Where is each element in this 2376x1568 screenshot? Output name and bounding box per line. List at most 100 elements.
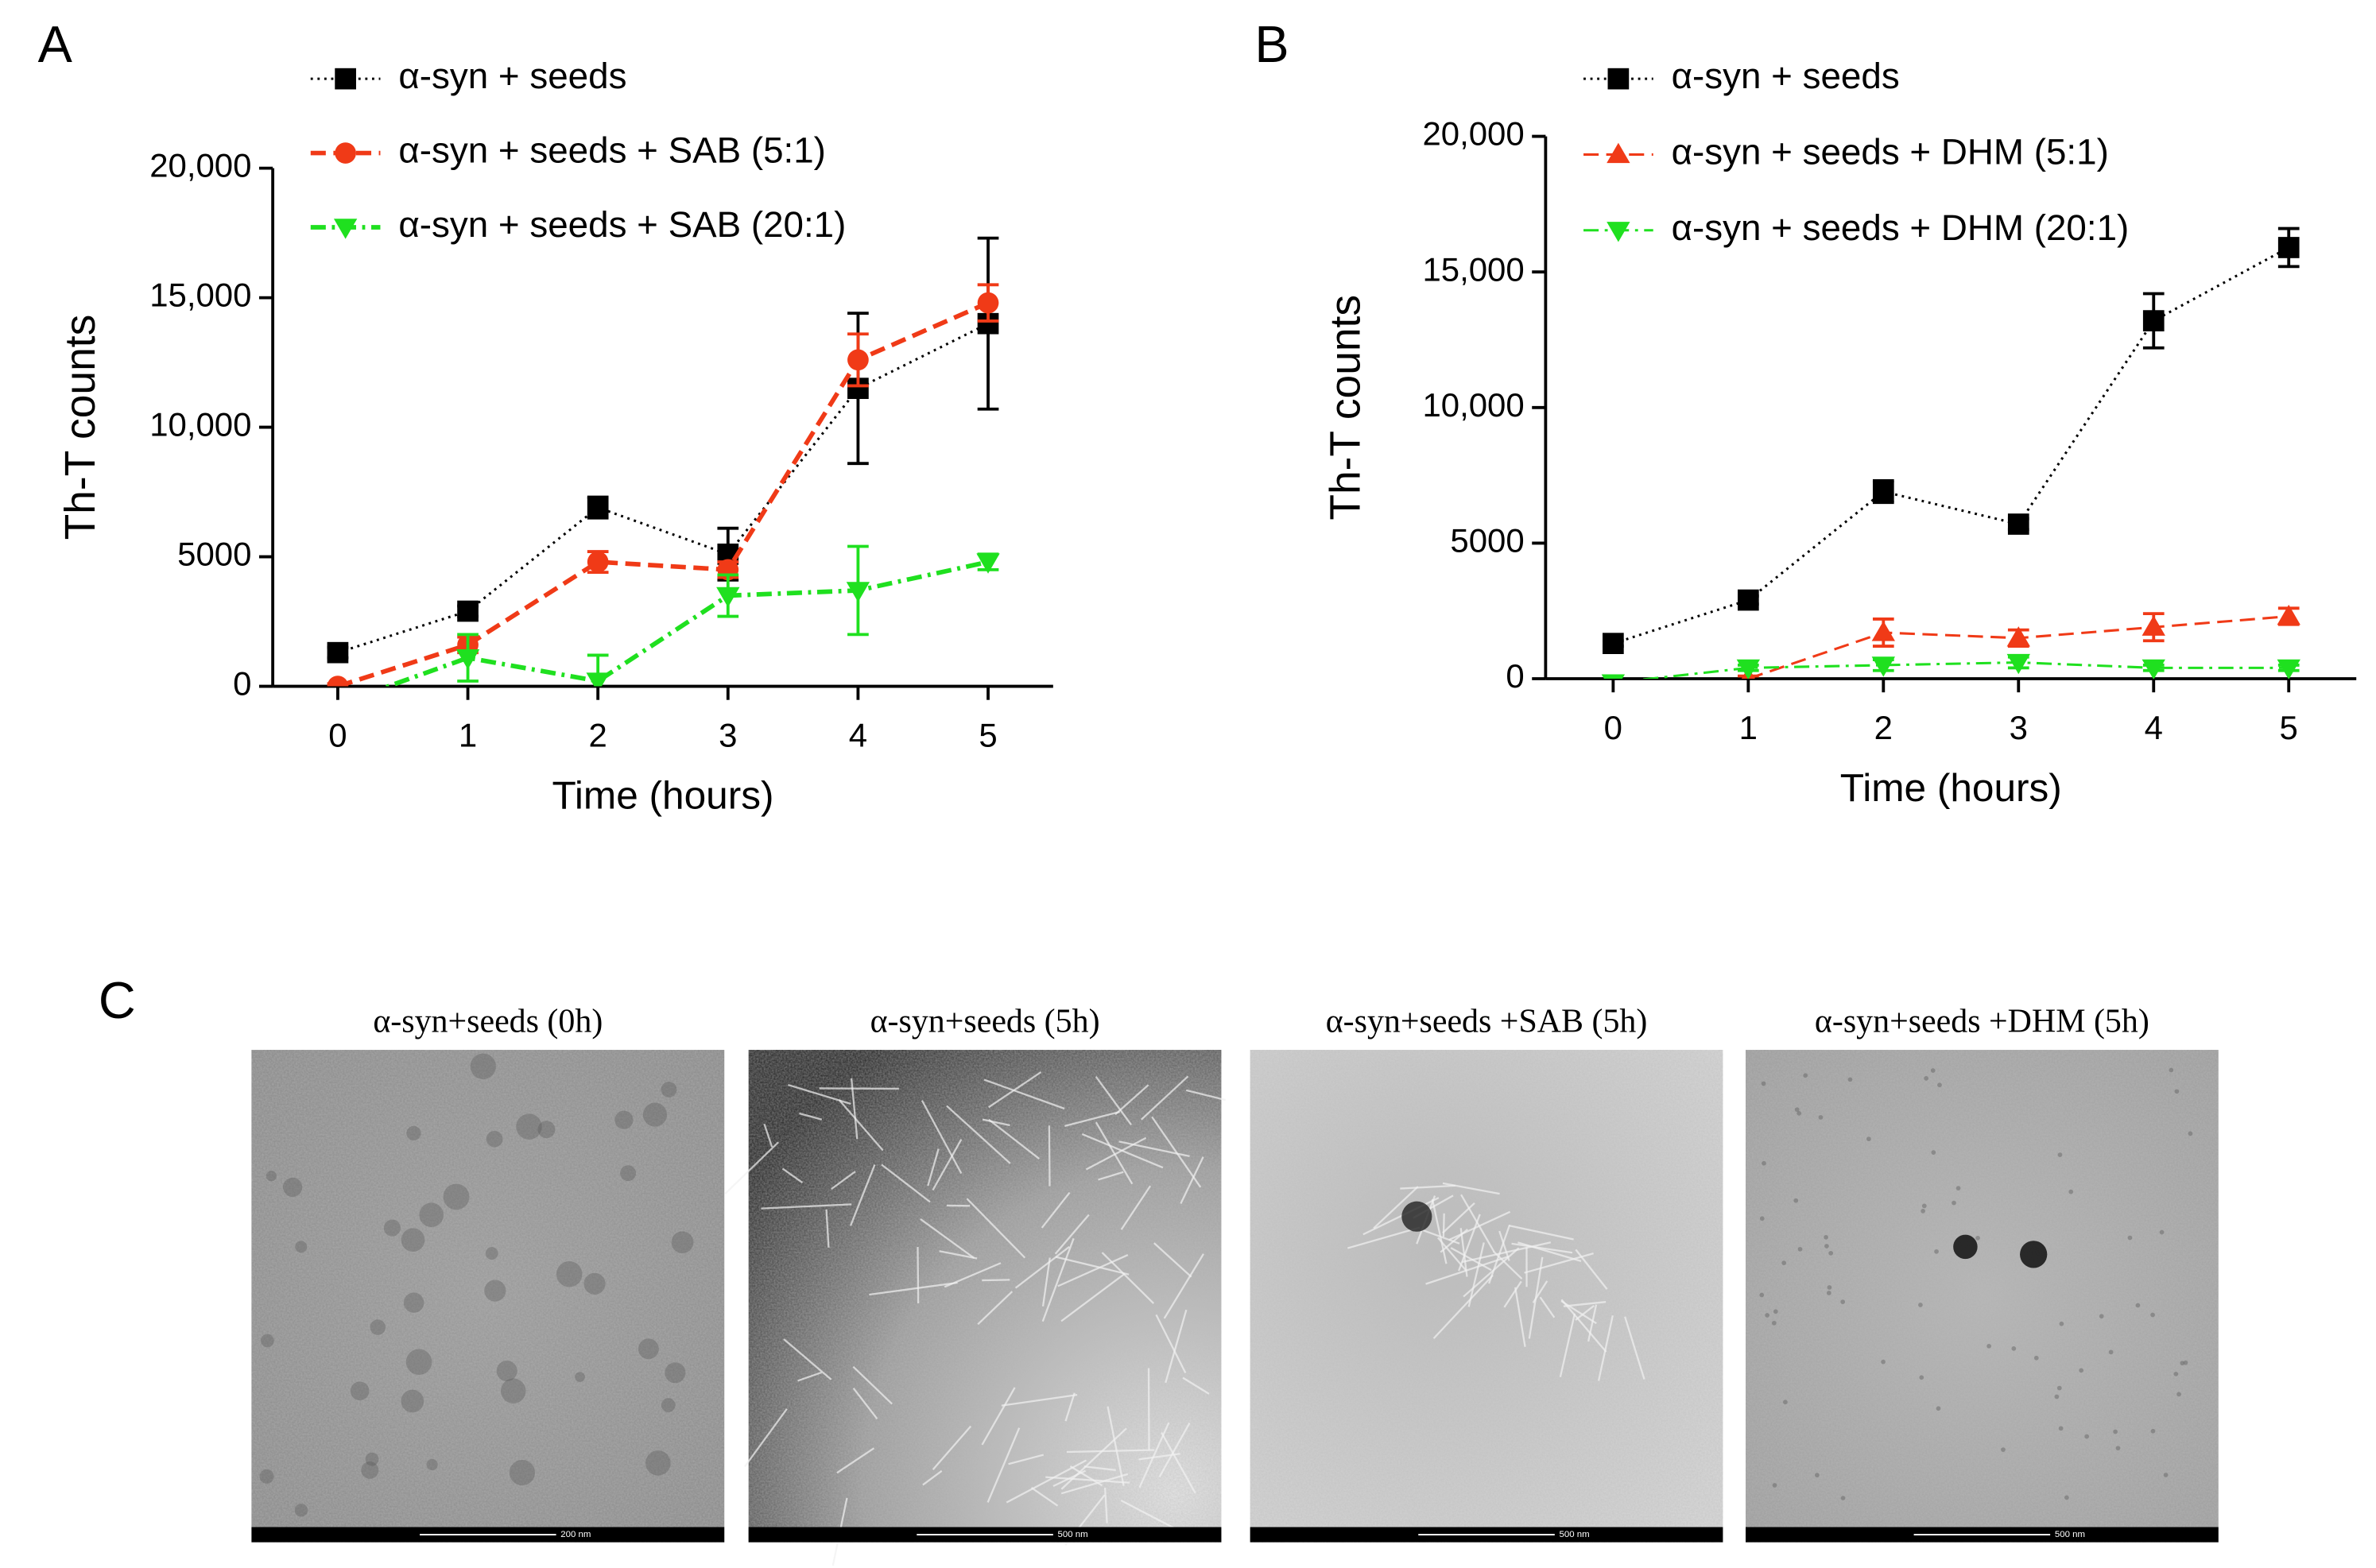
fibril	[944, 1262, 1002, 1288]
data-point	[2142, 615, 2165, 636]
particle	[575, 1372, 585, 1382]
fibril	[1163, 1253, 1204, 1319]
fibril	[763, 1123, 773, 1148]
data-point	[2007, 513, 2029, 535]
particle	[614, 1110, 634, 1129]
fibril	[1041, 1257, 1051, 1307]
y-tick-label: 10,000	[149, 406, 251, 443]
legend-marker	[335, 142, 356, 164]
fibril	[1467, 1242, 1485, 1307]
particle	[401, 1389, 424, 1413]
particle	[1771, 1320, 1777, 1326]
particle	[1803, 1073, 1808, 1078]
fibril	[927, 1148, 940, 1187]
fibril	[852, 1365, 893, 1405]
particle	[1783, 1400, 1788, 1405]
x-tick-label: 0	[1604, 709, 1622, 746]
particle	[1924, 1075, 1929, 1081]
fibril	[1060, 1427, 1127, 1490]
particle	[516, 1113, 542, 1140]
particle	[426, 1458, 438, 1471]
fibril	[1060, 1272, 1126, 1322]
fibril	[1509, 1225, 1574, 1241]
particle	[406, 1125, 421, 1141]
x-tick-label: 2	[1874, 709, 1893, 746]
particle	[1781, 1260, 1787, 1266]
fibril	[1114, 1084, 1149, 1116]
fibril	[1138, 1422, 1170, 1489]
fibril	[1014, 1245, 1070, 1289]
aggregate	[1953, 1234, 1978, 1260]
particle	[403, 1292, 424, 1313]
micrograph-noise	[748, 1050, 1222, 1543]
fibril	[1180, 1156, 1204, 1204]
y-tick-label: 0	[1506, 657, 1524, 695]
data-point	[327, 676, 349, 687]
scale-bar-label: 500 nm	[1560, 1530, 1590, 1539]
aggregate	[2020, 1241, 2048, 1268]
fibril	[1095, 1076, 1132, 1125]
fibril	[1597, 1315, 1614, 1381]
x-tick-label: 0	[328, 716, 347, 753]
particle	[1918, 1303, 1923, 1307]
particle	[1818, 1115, 1824, 1120]
legend-marker	[335, 68, 356, 90]
particle	[401, 1228, 425, 1252]
fibril	[836, 1447, 875, 1474]
particle	[1815, 1473, 1820, 1477]
fibril	[724, 1141, 780, 1194]
particle	[1828, 1250, 1834, 1256]
data-point	[1603, 633, 1624, 655]
particle	[1921, 1209, 1925, 1214]
fibril	[1158, 1422, 1191, 1477]
particle	[642, 1102, 668, 1127]
x-tick-label: 2	[589, 716, 607, 753]
particle	[500, 1378, 526, 1403]
series-line	[1638, 661, 2289, 679]
fibril	[988, 1118, 1041, 1160]
particle	[1761, 1081, 1766, 1086]
data-point	[2006, 626, 2030, 647]
particle	[1773, 1309, 1778, 1314]
fibril	[1347, 1226, 1421, 1249]
micrograph-noise	[1746, 1050, 2219, 1543]
data-point	[2277, 604, 2300, 625]
particle	[2058, 1426, 2064, 1431]
particle	[661, 1398, 676, 1412]
data-point	[587, 551, 609, 573]
fibril	[831, 1171, 856, 1191]
data-point	[2142, 310, 2165, 331]
particle	[486, 1130, 503, 1148]
fibril	[1064, 1392, 1076, 1422]
data-point	[846, 582, 870, 602]
scale-bar-label: 200 nm	[560, 1530, 591, 1539]
fibril	[852, 1387, 878, 1419]
particle	[405, 1349, 432, 1376]
fibril	[982, 1118, 1010, 1127]
series-line	[382, 559, 989, 687]
particle	[2180, 1361, 2185, 1366]
data-point	[1872, 481, 1894, 502]
particle	[2173, 1372, 2179, 1376]
fibril	[966, 1198, 1026, 1259]
particle	[470, 1053, 496, 1079]
fibril	[1448, 1210, 1511, 1241]
particle	[1881, 1359, 1886, 1365]
fibril	[1052, 1469, 1086, 1488]
particle	[645, 1450, 671, 1476]
particle	[2150, 1428, 2156, 1434]
y-tick-label: 5000	[177, 536, 251, 573]
y-tick-label: 5000	[1450, 521, 1524, 559]
legend-label: α-syn + seeds + DHM (20:1)	[1672, 207, 2130, 248]
particle	[1824, 1235, 1828, 1240]
particle	[2108, 1349, 2114, 1355]
fibril	[1008, 1454, 1045, 1465]
particle	[661, 1082, 677, 1098]
x-axis-label: Time (hours)	[1840, 765, 2062, 810]
data-point	[457, 600, 479, 622]
particle	[1759, 1216, 1765, 1221]
particle	[2174, 1089, 2180, 1094]
micrograph-caption: α-syn+seeds +DHM (5h)	[1815, 1003, 2149, 1040]
legend-label: α-syn + seeds + SAB (5:1)	[398, 130, 826, 171]
fibril	[1432, 1274, 1494, 1339]
